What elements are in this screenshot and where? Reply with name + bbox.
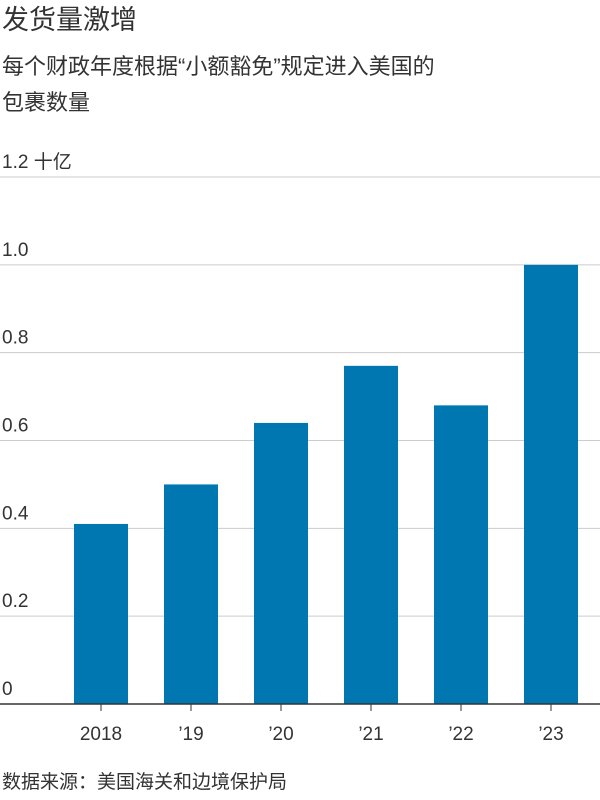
- y-tick-label: 0: [2, 679, 13, 700]
- bar: [164, 484, 218, 704]
- y-tick-label: 1.0: [2, 240, 28, 261]
- x-tick-label: ’21: [358, 724, 383, 745]
- bar: [344, 365, 398, 704]
- bar: [434, 405, 488, 704]
- bar: [74, 523, 128, 704]
- chart-title: 发货量激增: [2, 5, 137, 35]
- y-tick-label: 0.2: [2, 591, 28, 612]
- y-tick-label: 0.4: [2, 503, 29, 524]
- y-tick-label: 1.2 十亿: [2, 151, 72, 173]
- bar: [254, 422, 308, 704]
- x-tick-label: ’23: [538, 724, 563, 745]
- y-tick-label: 0.8: [2, 328, 28, 349]
- chart-subtitle: 每个财政年度根据“小额豁免”规定进入美国的: [2, 54, 435, 79]
- source-note: 数据来源：美国海关和边境保护局: [2, 771, 287, 793]
- bar: [524, 264, 578, 704]
- x-tick-label: ’22: [448, 724, 473, 745]
- x-tick-label: ’20: [268, 724, 293, 745]
- chart-subtitle: 包裹数量: [2, 90, 90, 115]
- x-tick-label: ’19: [178, 724, 203, 745]
- x-tick-label: 2018: [80, 724, 122, 745]
- y-tick-label: 0.6: [2, 416, 28, 437]
